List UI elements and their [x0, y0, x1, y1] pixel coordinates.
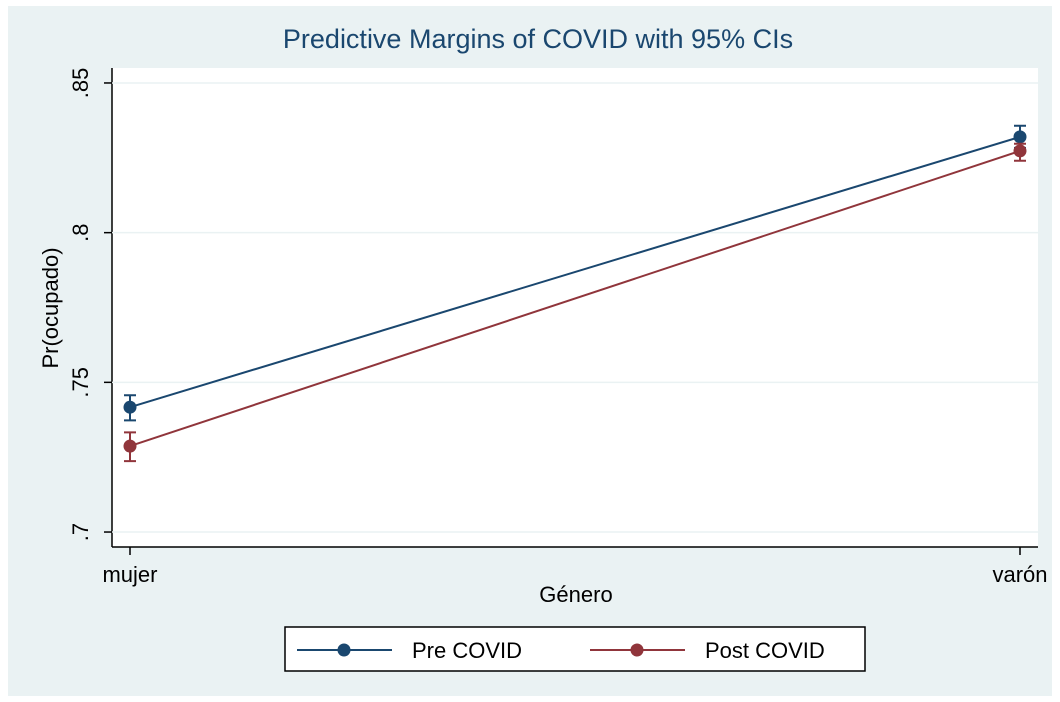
chart-title: Predictive Margins of COVID with 95% CIs	[283, 24, 793, 54]
legend-marker	[337, 643, 351, 657]
point	[1013, 130, 1027, 144]
point	[123, 439, 137, 453]
y-tick-label: .75	[68, 367, 93, 398]
legend-marker	[630, 643, 644, 657]
x-tick-label: mujer	[102, 562, 157, 587]
legend-label: Post COVID	[705, 638, 825, 663]
series-line	[129, 149, 1021, 448]
series-line	[129, 135, 1021, 409]
y-tick-label: .8	[68, 223, 93, 241]
y-tick-label: .7	[68, 523, 93, 541]
x-axis-label: Género	[539, 582, 612, 607]
point	[123, 400, 137, 414]
legend-label: Pre COVID	[412, 638, 522, 663]
y-tick-label: .85	[68, 68, 93, 99]
x-tick-label: varón	[992, 562, 1047, 587]
point	[1013, 144, 1027, 158]
plot-area	[112, 68, 1038, 547]
y-axis-label: Pr(ocupado)	[38, 247, 63, 368]
